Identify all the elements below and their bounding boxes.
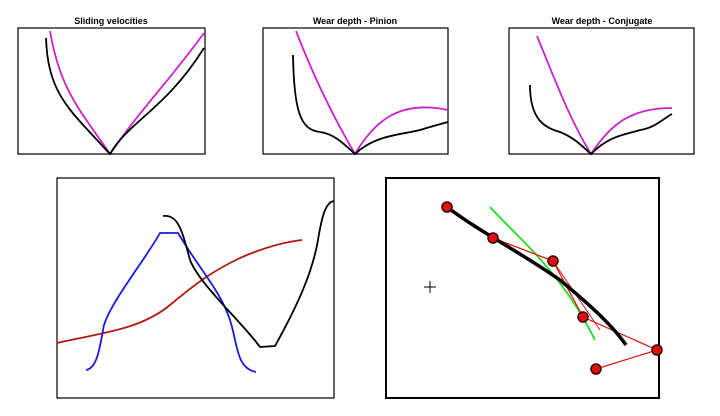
panel-title: Wear depth - Conjugate [552, 16, 653, 26]
control-point [547, 255, 559, 267]
control-point [487, 232, 499, 244]
curve [162, 200, 335, 348]
control-point [651, 344, 663, 356]
curve [445, 205, 628, 347]
curve [45, 37, 205, 156]
plot-frame [56, 177, 335, 399]
plot-frame [262, 27, 449, 155]
control-points [441, 201, 663, 375]
plot-frame [17, 27, 206, 155]
plot-frame [385, 177, 660, 399]
panel-title: Sliding velocities [74, 16, 148, 26]
control-point [590, 363, 602, 375]
curve [85, 232, 257, 373]
control-point [577, 311, 589, 323]
curve [56, 239, 303, 344]
curve [529, 84, 673, 156]
control-point [441, 201, 453, 213]
curve [292, 54, 449, 156]
panel-title: Wear depth - Pinion [313, 16, 397, 26]
plot-frame [508, 27, 695, 155]
